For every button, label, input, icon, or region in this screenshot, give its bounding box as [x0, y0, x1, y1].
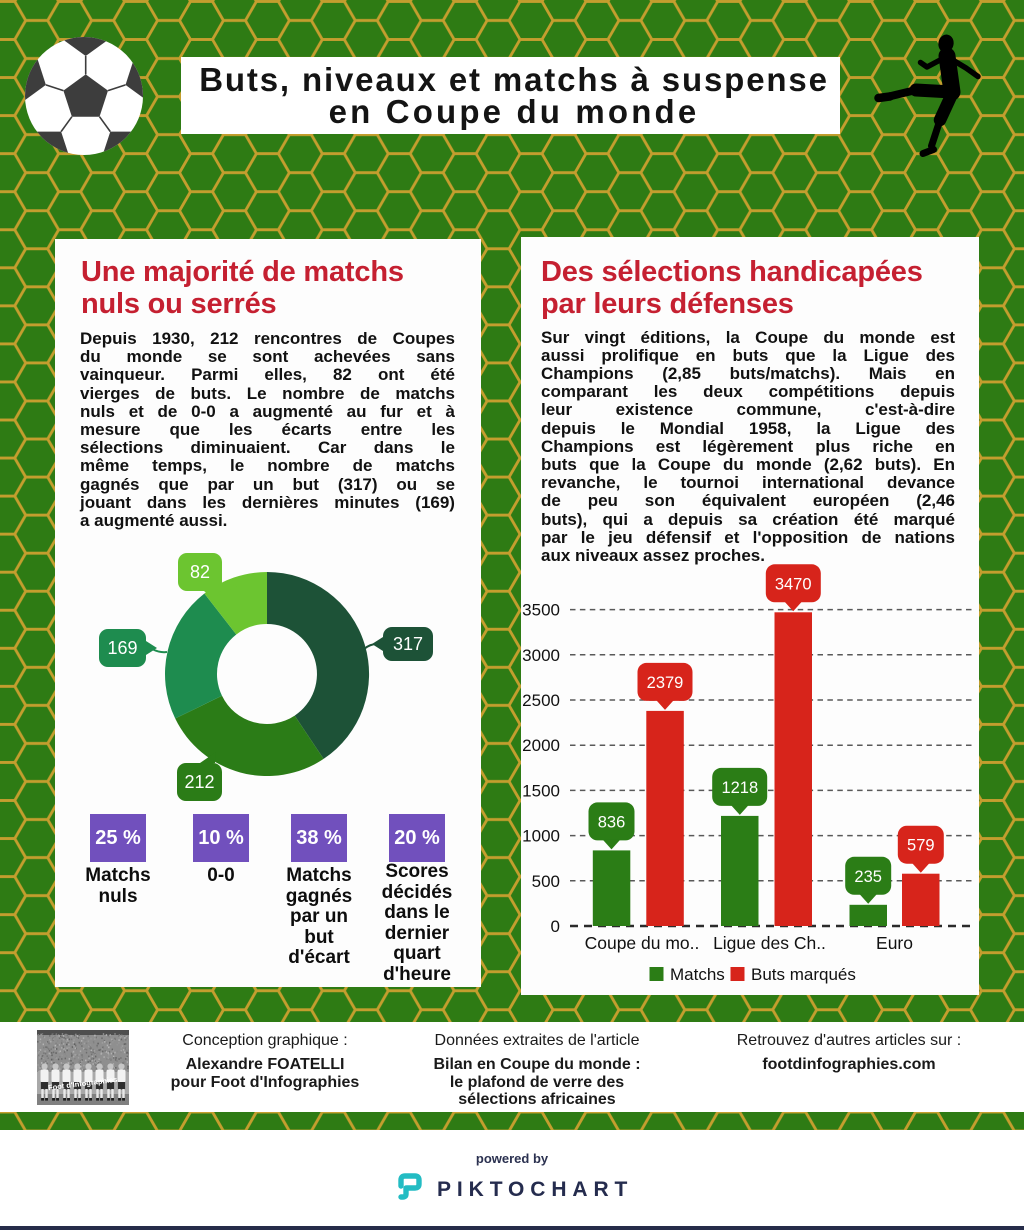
svg-text:836: 836: [598, 813, 626, 831]
svg-text:1000: 1000: [522, 827, 560, 846]
svg-text:Ligue des Ch..: Ligue des Ch..: [713, 933, 826, 953]
svg-text:Euro: Euro: [876, 933, 913, 953]
svg-text:Coupe du mo..: Coupe du mo..: [585, 933, 700, 953]
svg-text:3000: 3000: [522, 646, 560, 665]
svg-text:0: 0: [551, 917, 560, 936]
svg-text:82: 82: [190, 562, 210, 582]
svg-text:317: 317: [393, 634, 423, 654]
svg-text:Matchs: Matchs: [670, 965, 725, 984]
svg-text:3500: 3500: [522, 601, 560, 620]
svg-text:169: 169: [107, 638, 137, 658]
svg-text:1218: 1218: [721, 779, 758, 797]
svg-text:579: 579: [907, 837, 935, 855]
svg-text:235: 235: [854, 868, 882, 886]
svg-text:2379: 2379: [647, 674, 684, 692]
svg-text:3470: 3470: [775, 575, 812, 593]
svg-text:212: 212: [184, 772, 214, 792]
svg-text:1500: 1500: [522, 781, 560, 800]
svg-text:2000: 2000: [522, 736, 560, 755]
svg-text:500: 500: [532, 872, 560, 891]
svg-text:2500: 2500: [522, 691, 560, 710]
svg-text:Buts marqués: Buts marqués: [751, 965, 856, 984]
